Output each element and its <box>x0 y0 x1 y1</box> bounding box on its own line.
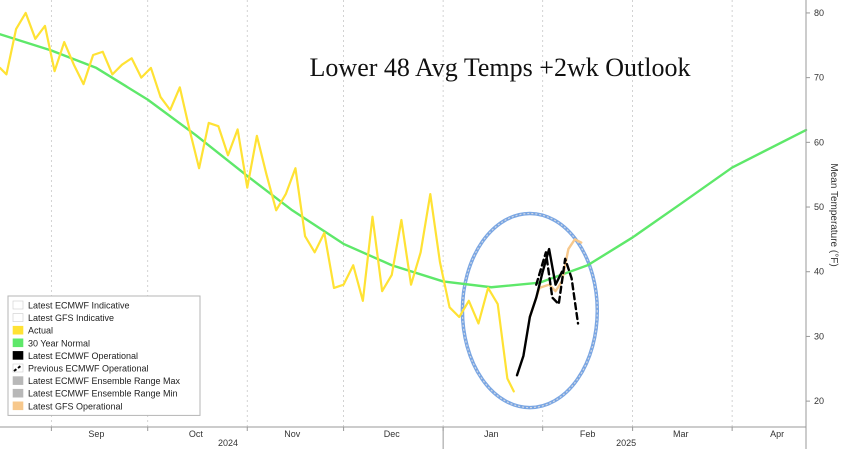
series-layer <box>0 11 808 393</box>
x-tick-label: Apr <box>770 429 784 439</box>
legend-item-latest-gfs-indicative: Latest GFS Indicative <box>12 313 114 323</box>
legend-swatch <box>12 388 24 398</box>
x-tick-label: Feb <box>580 429 596 439</box>
legend-label: Latest ECMWF Ensemble Range Max <box>28 376 181 386</box>
chart-title: Lower 48 Avg Temps +2wk Outlook <box>310 53 691 82</box>
legend-swatch <box>12 376 24 385</box>
series-line-previous-ecmwf-operational <box>535 251 580 325</box>
series-line-latest-ecmwf-operational <box>515 247 564 377</box>
legend-label: Latest ECMWF Operational <box>28 351 138 361</box>
x-tick-label: Dec <box>384 429 401 439</box>
legend-label: 30 Year Normal <box>28 338 90 348</box>
y-tick-label: 80 <box>814 8 824 18</box>
x-tick-label: Nov <box>284 429 301 439</box>
legend-swatch <box>12 338 24 348</box>
legend-item-previous-ecmwf-operational: Previous ECMWF Operational <box>12 364 149 374</box>
y-tick-label: 60 <box>814 137 824 147</box>
legend: Latest ECMWF Indicative Latest GFS Indica… <box>7 295 201 416</box>
y-tick-label: 70 <box>814 73 824 83</box>
legend-item-latest-ecmwf-ensemble-range-max: Latest ECMWF Ensemble Range Max <box>12 376 181 386</box>
legend-item-latest-ecmwf-operational: Latest ECMWF Operational <box>12 351 138 361</box>
x-tick-label: Sep <box>88 429 104 439</box>
legend-item-latest-ecmwf-indicative: Latest ECMWF Indicative <box>12 300 130 311</box>
legend-swatch-dash <box>13 364 23 372</box>
legend-swatch <box>12 313 24 322</box>
x-tick-label: Mar <box>673 429 689 439</box>
series-line-latest-gfs-operational <box>528 238 583 319</box>
y-tick-label: 30 <box>814 331 824 341</box>
legend-item-actual: Actual <box>12 325 53 336</box>
legend-label: Previous ECMWF Operational <box>28 364 149 374</box>
legend-label: Latest GFS Indicative <box>28 313 114 323</box>
y-axis-title: Mean Temperature (°F) <box>828 163 839 266</box>
axes: 20 30 40 50 60 70 80 Sep Oct Nov Dec Jan Feb Mar Apr 20… <box>0 0 824 449</box>
y-tick-label: 40 <box>814 267 824 277</box>
y-tick-label: 50 <box>814 202 824 212</box>
y-tick-label: 20 <box>814 396 824 406</box>
legend-item-30-year-normal: 30 Year Normal <box>12 338 90 348</box>
legend-swatch <box>12 351 24 360</box>
legend-box <box>7 295 201 416</box>
legend-swatch <box>12 325 24 335</box>
x-tick-label: Jan <box>484 429 499 439</box>
x-tick-label: Oct <box>189 429 204 439</box>
legend-item-latest-gfs-operational: Latest GFS Operational <box>12 401 123 411</box>
legend-label: Latest ECMWF Indicative <box>28 301 130 311</box>
year-label: 2024 <box>218 438 238 448</box>
legend-label: Latest ECMWF Ensemble Range Min <box>28 389 178 399</box>
series-line-actual <box>0 11 515 393</box>
legend-item-latest-ecmwf-ensemble-range-min: Latest ECMWF Ensemble Range Min <box>12 388 178 399</box>
legend-label: Latest GFS Operational <box>28 401 123 411</box>
legend-label: Actual <box>28 326 53 336</box>
legend-swatch <box>12 300 24 310</box>
year-label: 2025 <box>616 438 636 448</box>
legend-swatch <box>12 401 24 411</box>
series-line-30-year-normal <box>0 33 808 289</box>
